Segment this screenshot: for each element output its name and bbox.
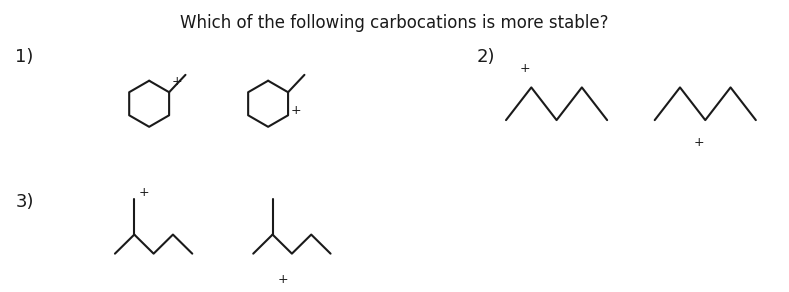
Text: 2): 2) <box>477 48 495 66</box>
Text: 3): 3) <box>15 193 34 211</box>
Text: 1): 1) <box>15 48 34 66</box>
Text: +: + <box>290 105 301 117</box>
Text: +: + <box>694 136 705 150</box>
Text: +: + <box>520 62 531 75</box>
Text: +: + <box>171 75 182 88</box>
Text: +: + <box>139 186 149 199</box>
Text: +: + <box>278 273 288 286</box>
Text: Which of the following carbocations is more stable?: Which of the following carbocations is m… <box>180 14 609 32</box>
